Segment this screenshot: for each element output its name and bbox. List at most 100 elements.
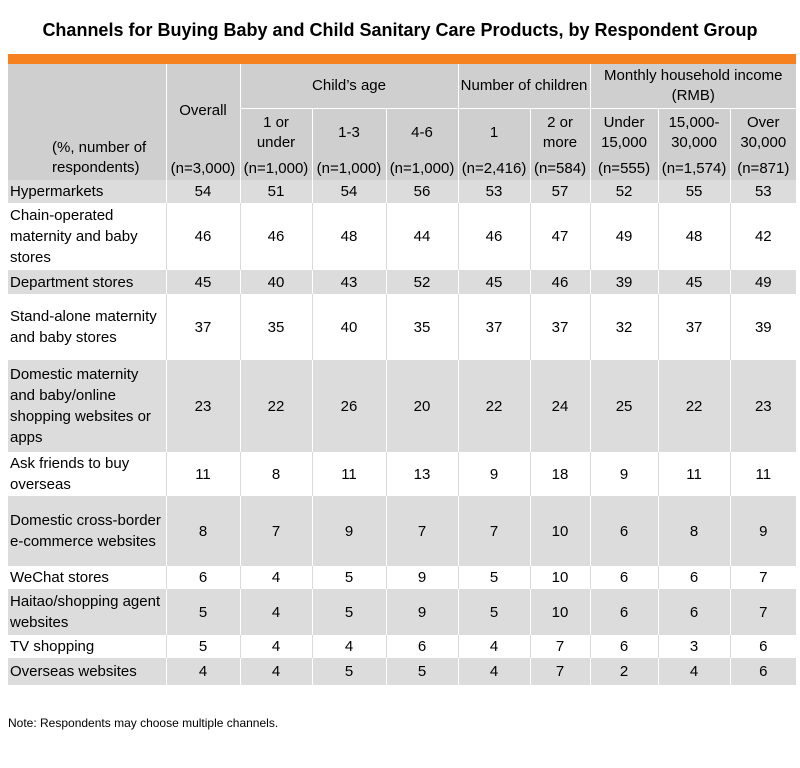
table-row: Domestic cross-border e-commerce website… bbox=[8, 496, 797, 566]
row-label: Chain-operated maternity and baby stores bbox=[8, 203, 167, 270]
table-cell: 4 bbox=[240, 658, 313, 685]
table-cell: 5 bbox=[312, 589, 387, 635]
table-cell: 6 bbox=[730, 658, 797, 685]
table-cell: 46 bbox=[530, 270, 591, 294]
table-cell: 24 bbox=[530, 360, 591, 452]
table-cell: 45 bbox=[166, 270, 241, 294]
table-cell: 9 bbox=[312, 496, 387, 566]
table-cell: 4 bbox=[312, 635, 387, 658]
table-cell: 44 bbox=[386, 203, 459, 270]
table-cell: 37 bbox=[658, 294, 731, 360]
table-cell: 5 bbox=[312, 566, 387, 589]
group-header-number-of-children: Number of children bbox=[458, 64, 591, 109]
row-label: WeChat stores bbox=[8, 566, 167, 589]
table-cell: 5 bbox=[166, 589, 241, 635]
table-cell: 9 bbox=[386, 589, 459, 635]
sample-size: (n=1,574) bbox=[658, 158, 731, 180]
table-row: Stand-alone maternity and baby stores 37 3… bbox=[8, 294, 797, 360]
table-cell: 6 bbox=[590, 635, 659, 658]
table-cell: 4 bbox=[458, 658, 531, 685]
table-cell: 11 bbox=[730, 452, 797, 496]
table-cell: 46 bbox=[240, 203, 313, 270]
table-row: Overseas websites 4 4 5 5 4 7 2 4 6 bbox=[8, 658, 797, 685]
row-label-header: (%, number of respondents) bbox=[8, 64, 167, 180]
table-cell: 20 bbox=[386, 360, 459, 452]
table-cell: 10 bbox=[530, 496, 591, 566]
table-cell: 5 bbox=[458, 589, 531, 635]
table-cell: 47 bbox=[530, 203, 591, 270]
table-cell: 9 bbox=[458, 452, 531, 496]
table-cell: 8 bbox=[166, 496, 241, 566]
table-cell: 39 bbox=[590, 270, 659, 294]
table-cell: 4 bbox=[240, 566, 313, 589]
table-cell: 6 bbox=[590, 589, 659, 635]
table-row: Ask friends to buy overseas 11 8 11 13 9 18 9 11… bbox=[8, 452, 797, 496]
table-cell: 18 bbox=[530, 452, 591, 496]
table-cell: 6 bbox=[658, 566, 731, 589]
table-cell: 4 bbox=[240, 589, 313, 635]
table-cell: 9 bbox=[590, 452, 659, 496]
table-cell: 6 bbox=[590, 496, 659, 566]
table-cell: 11 bbox=[166, 452, 241, 496]
sample-size: (n=1,000) bbox=[386, 158, 459, 180]
sample-size: (n=3,000) bbox=[166, 158, 241, 180]
col-header-children-1: 1 bbox=[458, 108, 531, 158]
table-cell: 32 bbox=[590, 294, 659, 360]
table-row: TV shopping 5 4 4 6 4 7 6 3 6 bbox=[8, 635, 797, 658]
table-cell: 52 bbox=[590, 180, 659, 203]
row-label: Department stores bbox=[8, 270, 167, 294]
table-cell: 40 bbox=[240, 270, 313, 294]
table-cell: 55 bbox=[658, 180, 731, 203]
table-cell: 51 bbox=[240, 180, 313, 203]
row-label: Ask friends to buy overseas bbox=[8, 452, 167, 496]
table-cell: 13 bbox=[386, 452, 459, 496]
table-cell: 52 bbox=[386, 270, 459, 294]
table-row: Hypermarkets 54 51 54 56 53 57 52 55 53 bbox=[8, 180, 797, 203]
table-cell: 5 bbox=[312, 658, 387, 685]
row-label: TV shopping bbox=[8, 635, 167, 658]
row-label: Hypermarkets bbox=[8, 180, 167, 203]
row-label: Overseas websites bbox=[8, 658, 167, 685]
table-cell: 4 bbox=[166, 658, 241, 685]
table-cell: 54 bbox=[166, 180, 241, 203]
table-cell: 23 bbox=[730, 360, 797, 452]
data-table: (%, number of respondents) Overall Child… bbox=[8, 64, 797, 685]
table-cell: 22 bbox=[458, 360, 531, 452]
table-cell: 6 bbox=[658, 589, 731, 635]
col-header-age-4-6: 4-6 bbox=[386, 108, 459, 158]
table-cell: 10 bbox=[530, 566, 591, 589]
table-cell: 46 bbox=[166, 203, 241, 270]
table-cell: 42 bbox=[730, 203, 797, 270]
table-cell: 37 bbox=[458, 294, 531, 360]
table-cell: 7 bbox=[530, 635, 591, 658]
table-row: Domestic maternity and baby/online shopp… bbox=[8, 360, 797, 452]
table-cell: 8 bbox=[658, 496, 731, 566]
sample-size: (n=2,416) bbox=[458, 158, 531, 180]
col-header-children-2-or-more: 2 or more bbox=[530, 108, 591, 158]
col-header-age-1-3: 1-3 bbox=[312, 108, 387, 158]
table-cell: 7 bbox=[386, 496, 459, 566]
table-row: Haitao/shopping agent websites 5 4 5 9 5 10 6 6 7 bbox=[8, 589, 797, 635]
table-cell: 26 bbox=[312, 360, 387, 452]
table-cell: 53 bbox=[458, 180, 531, 203]
col-header-age-1-or-under: 1 or under bbox=[240, 108, 313, 158]
sample-size: (n=584) bbox=[530, 158, 591, 180]
table-cell: 46 bbox=[458, 203, 531, 270]
table-cell: 2 bbox=[590, 658, 659, 685]
table-cell: 6 bbox=[590, 566, 659, 589]
title-accent-bar bbox=[8, 54, 796, 64]
row-label: Stand-alone maternity and baby stores bbox=[8, 294, 167, 360]
col-header-income-under-15000: Under 15,000 bbox=[590, 108, 659, 158]
table-header: (%, number of respondents) Overall Child… bbox=[8, 64, 797, 180]
table-cell: 56 bbox=[386, 180, 459, 203]
row-label: Domestic maternity and baby/online shopp… bbox=[8, 360, 167, 452]
table-cell: 10 bbox=[530, 589, 591, 635]
table-cell: 48 bbox=[312, 203, 387, 270]
table-cell: 5 bbox=[166, 635, 241, 658]
sample-size-row: (n=3,000) (n=1,000) (n=1,000) (n=1,000) … bbox=[8, 158, 797, 180]
table-cell: 3 bbox=[658, 635, 731, 658]
table-cell: 7 bbox=[240, 496, 313, 566]
table-cell: 39 bbox=[730, 294, 797, 360]
sample-size: (n=871) bbox=[730, 158, 797, 180]
table-row: WeChat stores 6 4 5 9 5 10 6 6 7 bbox=[8, 566, 797, 589]
